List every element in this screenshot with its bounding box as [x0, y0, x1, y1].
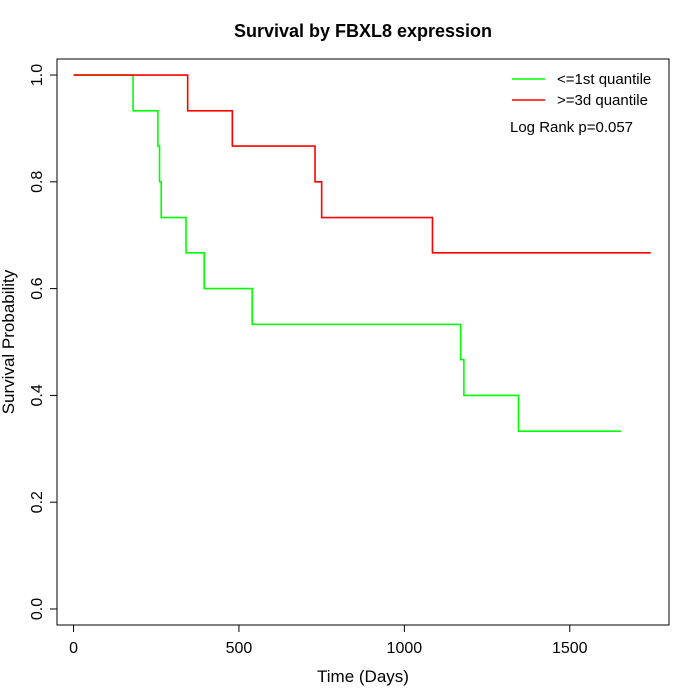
y-tick-label: 1.0 [29, 64, 46, 86]
series-layer [73, 74, 651, 432]
legend-label-high: >=3d quantile [557, 92, 648, 109]
x-axis-label: Time (Days) [317, 667, 409, 686]
survival-curve-low [73, 74, 622, 432]
y-tick-label: 0.8 [29, 171, 46, 193]
y-axis: 0.0 0.2 0.4 0.6 0.8 1.0 [29, 64, 58, 620]
x-tick-label: 0 [69, 640, 78, 657]
x-tick-label: 1500 [552, 640, 588, 657]
y-tick-label: 0.2 [29, 491, 46, 513]
x-tick-label: 500 [226, 640, 253, 657]
y-axis-label: Survival Probability [0, 269, 18, 414]
log-rank-annotation: Log Rank p=0.057 [510, 119, 633, 136]
x-axis: 0 500 1000 1500 [69, 624, 588, 657]
chart-title: Survival by FBXL8 expression [234, 21, 492, 41]
x-tick-label: 1000 [387, 640, 423, 657]
legend-label-low: <=1st quantile [557, 71, 651, 88]
legend: <=1st quantile >=3d quantile Log Rank p=… [510, 71, 651, 136]
y-tick-label: 0.0 [29, 598, 46, 620]
plot-frame [56, 58, 670, 626]
y-tick-label: 0.4 [29, 384, 46, 406]
survival-curve-high [73, 74, 651, 254]
y-tick-label: 0.6 [29, 277, 46, 299]
